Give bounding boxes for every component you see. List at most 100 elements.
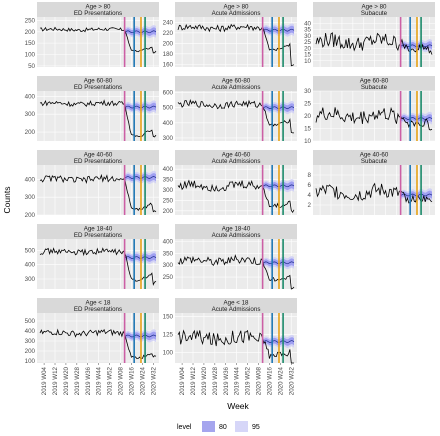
y-tick-label: 180 — [163, 51, 174, 58]
x-tick-label: 2020 W32 — [150, 366, 157, 395]
facet-type-label: ED Presentations — [74, 158, 122, 165]
y-tick-label: 600 — [163, 90, 174, 97]
facet-age-label: Age < 18 — [224, 300, 250, 307]
y-tick-label: 25 — [304, 101, 311, 108]
legend-swatch-95 — [235, 421, 248, 432]
y-tick-label: 300 — [163, 187, 174, 194]
observed-line — [177, 179, 295, 214]
x-tick-label: 2019 W28 — [74, 366, 81, 395]
x-tick-label: 2019 W44 — [234, 366, 241, 395]
y-tick-label: 400 — [25, 176, 36, 183]
facet-age-label: Age 40-60 — [360, 152, 389, 159]
y-tick-label: 10 — [304, 58, 311, 65]
y-tick-label: 160 — [163, 61, 174, 68]
observed-line — [39, 99, 157, 138]
x-tick-label: 2019 W36 — [223, 366, 230, 395]
y-tick-label: 15 — [304, 52, 311, 59]
y-tick-label: 100 — [163, 349, 174, 356]
facet-type-label: Acute Admissions — [212, 232, 261, 239]
y-tick-label: 300 — [163, 135, 174, 142]
legend-label-95: 95 — [252, 424, 260, 431]
y-tick-label: 300 — [25, 194, 36, 201]
y-tick-label: 400 — [25, 328, 36, 335]
observed-line — [39, 247, 157, 286]
facet-age-label: Age > 80 — [224, 4, 250, 11]
y-tick-label: 220 — [163, 30, 174, 37]
facet-age-label: Age 60-80 — [84, 78, 113, 85]
x-tick-label: 2019 W04 — [179, 366, 186, 395]
y-tick-label: 8 — [308, 172, 312, 179]
y-tick-label: 20 — [304, 113, 311, 120]
facet-strip — [37, 298, 159, 313]
y-tick-label: 6 — [308, 182, 312, 189]
y-tick-label: 35 — [304, 27, 311, 34]
x-tick-label: 2020 W24 — [139, 366, 146, 395]
facet-strip — [313, 2, 435, 17]
y-tick-label: 2 — [308, 202, 312, 209]
x-tick-label: 2020 W32 — [288, 366, 295, 395]
y-tick-label: 400 — [163, 166, 174, 173]
legend-swatch-80 — [202, 421, 215, 432]
x-tick-label: 2019 W44 — [96, 366, 103, 395]
y-tick-label: 200 — [163, 40, 174, 47]
y-tick-label: 4 — [308, 192, 312, 199]
y-tick-label: 250 — [163, 274, 174, 281]
y-tick-label: 400 — [163, 238, 174, 245]
facet-type-label: ED Presentations — [74, 232, 122, 239]
x-tick-label: 2019 W20 — [63, 366, 70, 395]
y-tick-label: 350 — [163, 250, 174, 257]
x-tick-label: 2019 W52 — [245, 366, 252, 395]
facet-type-label: Acute Admissions — [212, 158, 261, 165]
facet-strip — [175, 2, 297, 17]
y-tick-label: 250 — [163, 197, 174, 204]
y-tick-label: 500 — [25, 247, 36, 254]
facet-strip — [175, 76, 297, 91]
y-tick-label: 200 — [25, 29, 36, 36]
y-axis-title: Counts — [2, 187, 12, 214]
facet-type-label: Subacute — [361, 10, 388, 17]
facet-type-label: Acute Admissions — [212, 84, 261, 91]
observed-line — [315, 32, 433, 55]
y-tick-label: 200 — [25, 348, 36, 355]
facet-type-label: Subacute — [361, 158, 388, 165]
legend-label-80: 80 — [219, 424, 227, 431]
x-tick-label: 2020 W24 — [277, 366, 284, 395]
x-tick-label: 2020 W16 — [266, 366, 273, 395]
observed-line — [177, 99, 294, 134]
facet-type-label: Acute Admissions — [212, 10, 261, 17]
y-tick-label: 10 — [304, 138, 311, 145]
y-tick-label: 100 — [25, 52, 36, 59]
facet-age-label: Age < 18 — [86, 300, 112, 307]
facet-age-label: Age 18-40 — [84, 226, 113, 233]
y-tick-label: 30 — [304, 88, 311, 95]
facet-strip — [313, 150, 435, 165]
x-tick-label: 2019 W20 — [201, 366, 208, 395]
y-tick-label: 250 — [25, 17, 36, 24]
facet-strip — [37, 2, 159, 17]
legend-title: level — [177, 424, 192, 431]
facet-type-label: ED Presentations — [74, 306, 122, 313]
facet-strip — [37, 76, 159, 91]
x-tick-label: 2019 W52 — [107, 366, 114, 395]
facet-strip — [175, 150, 297, 165]
y-tick-label: 200 — [25, 212, 36, 219]
facet-type-label: Acute Admissions — [212, 306, 261, 313]
facet-age-label: Age > 80 — [86, 4, 112, 11]
facet-strip — [313, 76, 435, 91]
panel-background — [313, 165, 435, 215]
y-tick-label: 300 — [25, 338, 36, 345]
facet-strip — [37, 150, 159, 165]
observed-line — [39, 26, 157, 54]
facet-strip — [37, 224, 159, 239]
x-tick-label: 2019 W28 — [212, 366, 219, 395]
y-tick-label: 300 — [25, 111, 36, 118]
